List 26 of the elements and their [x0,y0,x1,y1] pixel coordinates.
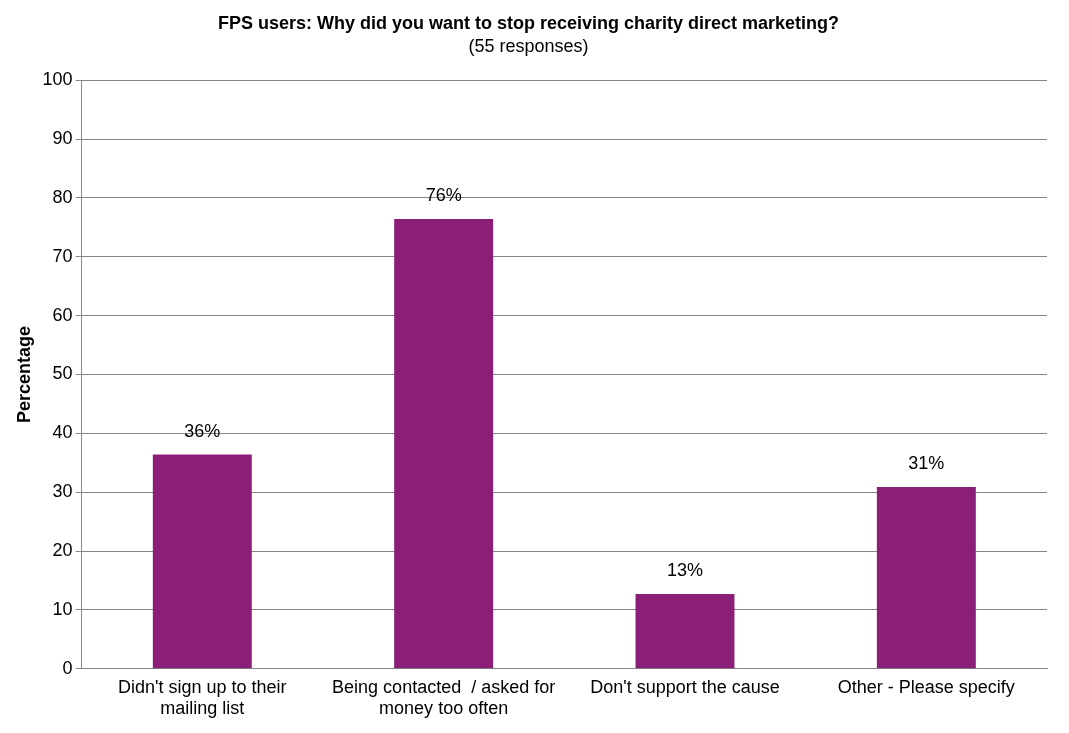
data-label: 76% [425,185,462,206]
y-tick-label: 70 [52,245,73,266]
y-tick-label: 100 [42,69,73,90]
x-tick-label: Didn't sign up to their mailing list [118,676,287,719]
y-tick-label: 0 [62,657,73,678]
bar [394,219,494,669]
bar [876,486,976,669]
data-label: 13% [666,560,703,581]
chart-title: FPS users: Why did you want to stop receiving charity direct marketing? [217,12,840,33]
x-tick-label: Other - Please specify [837,676,1015,697]
y-tick-label: 90 [52,128,73,149]
y-tick-label: 30 [52,481,73,502]
y-tick-label: 60 [52,304,73,325]
y-tick-label: 10 [52,598,73,619]
x-tick-label: Being contacted / asked for money too often [332,676,556,719]
chart-subtitle: (55 responses) [468,36,589,57]
y-axis-title: Percentage [13,325,34,424]
y-tick-label: 20 [52,540,73,561]
bar [635,594,735,669]
y-tick-label: 50 [52,363,73,384]
x-tick-label: Don't support the cause [590,676,780,697]
data-label: 36% [184,420,221,441]
bar [152,454,252,669]
data-label: 31% [908,452,945,473]
y-tick-label: 40 [52,422,73,443]
y-tick-label: 80 [52,186,73,207]
